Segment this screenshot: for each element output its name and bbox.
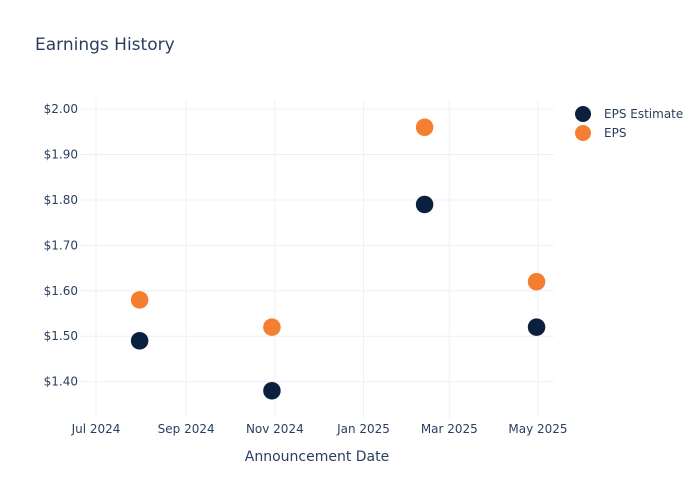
x-tick-label: Jul 2024 <box>71 422 121 436</box>
x-tick-label: Jan 2025 <box>336 422 390 436</box>
eps-estimate-point[interactable] <box>527 317 546 337</box>
x-axis-ticks: Jul 2024 Sep 2024 Nov 2024 Jan 2025 Mar 2025… <box>71 422 568 436</box>
x-axis-title: Announcement Date <box>245 449 389 465</box>
chart-title: Earnings History <box>35 35 175 55</box>
y-tick-label: $1.60 <box>44 284 78 298</box>
y-tick-label: $1.90 <box>44 148 78 162</box>
y-tick-label: $2.00 <box>44 102 78 116</box>
eps-point[interactable] <box>415 118 434 137</box>
x-tick-label: Sep 2024 <box>158 422 215 436</box>
legend[interactable]: EPS Estimate EPS <box>575 106 683 141</box>
eps-point[interactable] <box>130 290 149 310</box>
x-tick-label: Mar 2025 <box>421 422 478 436</box>
eps-point[interactable] <box>262 317 282 337</box>
eps-point[interactable] <box>527 272 546 291</box>
y-tick-label: $1.40 <box>44 375 78 389</box>
x-tick-label: Nov 2024 <box>246 422 304 436</box>
grid-lines <box>80 100 554 418</box>
data-points <box>130 118 546 400</box>
eps-legend-label[interactable]: EPS <box>604 126 626 140</box>
eps-estimate-legend-label[interactable]: EPS Estimate <box>604 107 683 121</box>
y-tick-label: $1.50 <box>44 329 78 343</box>
y-axis-ticks: $1.40 $1.50 $1.60 $1.70 $1.80 $1.90 $2.00 <box>44 102 78 389</box>
eps-estimate-legend-marker[interactable] <box>575 106 591 122</box>
y-tick-label: $1.80 <box>44 193 78 207</box>
eps-estimate-point[interactable] <box>130 331 149 351</box>
x-tick-label: May 2025 <box>508 422 567 436</box>
eps-estimate-point[interactable] <box>262 381 282 400</box>
eps-legend-marker[interactable] <box>575 125 591 141</box>
y-tick-label: $1.70 <box>44 238 78 252</box>
eps-estimate-point[interactable] <box>415 195 434 214</box>
